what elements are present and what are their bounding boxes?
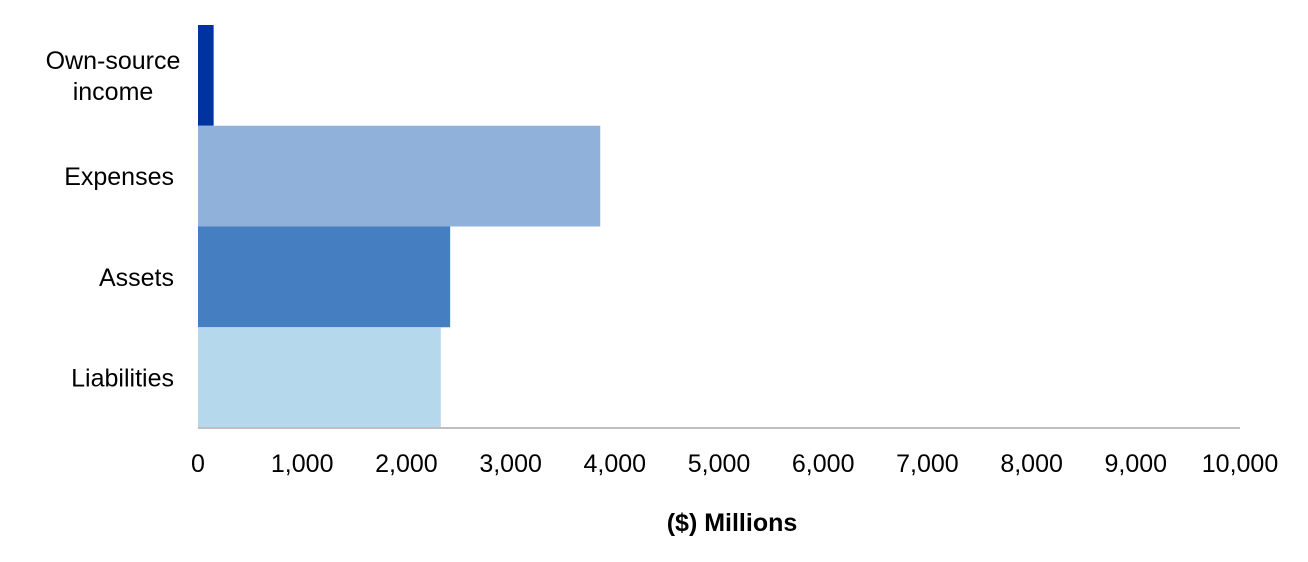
- bar-own-source-income: [198, 25, 214, 126]
- x-tick-label: 4,000: [584, 450, 647, 478]
- x-tick-label: 10,000: [1202, 450, 1278, 478]
- x-tick-label: 8,000: [1000, 450, 1063, 478]
- bars-group: [198, 25, 601, 428]
- x-tick-labels: 0 1,000 2,000 3,000 4,000 5,000 6,000 7,000 8,00…: [191, 450, 1278, 478]
- x-tick-label: 2,000: [375, 450, 438, 478]
- x-tick-label: 3,000: [479, 450, 542, 478]
- x-axis-title: ($) Millions: [667, 509, 798, 537]
- bar-assets: [198, 226, 451, 328]
- category-label: Assets: [99, 264, 174, 292]
- category-label: Liabilities: [71, 365, 174, 393]
- bar-liabilities: [198, 327, 441, 428]
- x-tick-label: 9,000: [1105, 450, 1168, 478]
- x-tick-label: 1,000: [271, 450, 334, 478]
- x-tick-label: 6,000: [792, 450, 855, 478]
- bar-expenses: [198, 125, 601, 227]
- x-tick-label: 5,000: [688, 450, 751, 478]
- x-tick-label: 0: [191, 450, 205, 478]
- category-label: Expenses: [64, 163, 174, 191]
- x-tick-label: 7,000: [896, 450, 959, 478]
- category-labels: Own-source income Expenses Assets Liabilitie…: [46, 47, 181, 393]
- category-label: Own-source income: [46, 47, 181, 106]
